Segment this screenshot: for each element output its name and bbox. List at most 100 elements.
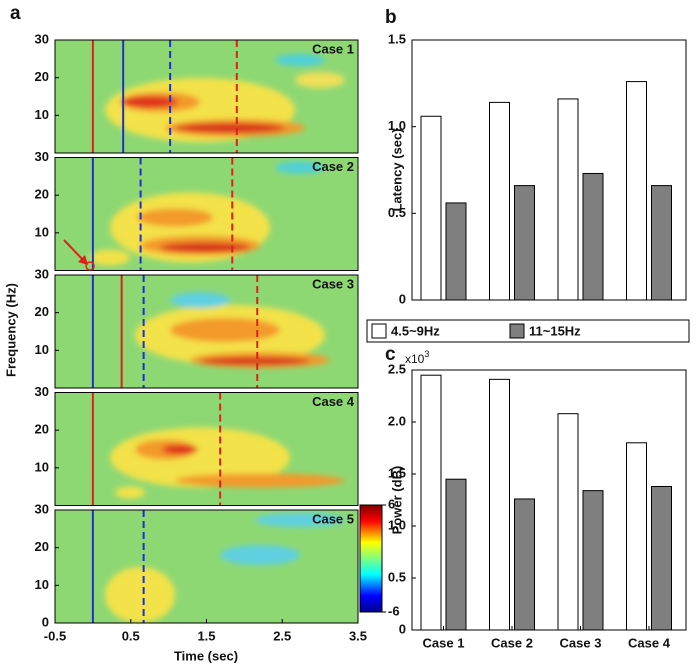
heatmap <box>105 513 345 623</box>
heatmap-blob <box>170 318 280 342</box>
colorbar-tick-label: -6 <box>388 603 400 618</box>
bar <box>445 202 467 301</box>
bar <box>582 172 604 301</box>
heatmap-blob <box>175 123 285 133</box>
heatmap <box>90 161 325 266</box>
y-tick-label: 0 <box>399 621 406 636</box>
bar <box>445 478 467 631</box>
heatmap-blob <box>175 473 345 488</box>
bar <box>651 485 672 631</box>
y-tick-label: 0 <box>399 291 406 306</box>
y-tick-label: 20 <box>35 304 49 319</box>
x-tick-label: 0.5 <box>122 628 140 643</box>
y-tick-label: 0.5 <box>388 569 406 584</box>
annotation-circle <box>85 261 95 271</box>
heatmap-blob <box>122 96 178 108</box>
y-axis-label: Frequency (Hz) <box>3 283 18 377</box>
x-tick-label: Case 3 <box>560 635 602 650</box>
multiplier-exponent: 3 <box>424 349 429 359</box>
panel-title: Case 2 <box>312 159 354 174</box>
panel-frame <box>54 274 359 389</box>
annotation-arrow <box>63 239 85 262</box>
panel-title: Case 3 <box>312 276 354 291</box>
x-axis-label: Time (sec) <box>174 648 238 663</box>
bar <box>489 378 510 631</box>
heatmap-blob <box>220 545 300 565</box>
y-tick-label: 10 <box>35 107 49 122</box>
y-tick-label: 1.0 <box>388 118 406 133</box>
colorbar-tick-label: 6 <box>388 496 395 511</box>
y-tick-label: 2.5 <box>388 361 406 376</box>
heatmap-blob <box>90 249 130 266</box>
bar <box>626 81 647 301</box>
panel-label: b <box>385 7 397 28</box>
heatmap-blob <box>170 292 230 308</box>
y-tick-label: 2.0 <box>388 413 406 428</box>
bar <box>582 490 604 631</box>
heatmap-blob <box>115 486 145 499</box>
annotation-arrowhead <box>78 255 88 265</box>
heatmap-blob <box>105 567 175 623</box>
heatmap-blob <box>200 357 310 365</box>
x-tick-label: Case 4 <box>628 635 671 650</box>
y-tick-label: 10 <box>35 342 49 357</box>
spectrogram-area <box>55 40 358 623</box>
colorbar <box>359 504 383 613</box>
x-tick-label: Case 2 <box>491 635 533 650</box>
y-tick-label: 30 <box>35 266 49 281</box>
panel-title: Case 5 <box>312 511 354 526</box>
y-tick-label: 10 <box>35 459 49 474</box>
heatmap-blob <box>275 54 325 66</box>
legend-box <box>366 319 690 343</box>
y-tick-label: 0.5 <box>388 205 406 220</box>
x-tick-label: 3.5 <box>349 628 367 643</box>
bar <box>557 98 579 301</box>
x-tick-label: 2.5 <box>273 628 291 643</box>
panel-frame <box>54 39 359 154</box>
x-tick-label: -0.5 <box>44 628 66 643</box>
legend-swatch <box>371 323 387 339</box>
y-tick-label: 1.0 <box>388 517 406 532</box>
y-axis-label: Power (dB) <box>389 466 404 535</box>
y-tick-label: 10 <box>35 577 49 592</box>
y-tick-label: 0 <box>42 614 49 629</box>
plot-frame <box>411 369 687 631</box>
heatmap-blob <box>162 444 198 455</box>
bar <box>514 498 535 631</box>
bar <box>557 413 579 631</box>
x-tick-label: Case 1 <box>423 635 465 650</box>
y-tick-label: 20 <box>35 539 49 554</box>
panel-title: Case 1 <box>312 41 354 56</box>
heatmap-blob <box>160 242 250 253</box>
y-tick-label: 1.5 <box>388 31 406 46</box>
legend-swatch <box>509 323 525 339</box>
y-tick-label: 30 <box>35 384 49 399</box>
y-tick-label: 30 <box>35 31 49 46</box>
y-tick-label: 30 <box>35 501 49 516</box>
bar <box>420 374 442 631</box>
heatmap-blob <box>137 208 213 227</box>
axis-multiplier: x103 <box>405 349 429 366</box>
bar <box>626 442 647 631</box>
y-tick-label: 10 <box>35 224 49 239</box>
y-axis-label: Latency (sec) <box>389 128 404 211</box>
panel-frame <box>54 392 359 506</box>
heatmap-blob <box>275 161 325 174</box>
plot-frame <box>411 39 687 301</box>
panel-label: c <box>385 344 396 365</box>
y-tick-label: 1.5 <box>388 465 406 480</box>
panel-frame <box>54 157 359 271</box>
bar <box>489 101 510 301</box>
y-tick-label: 30 <box>35 149 49 164</box>
x-tick-label: 1.5 <box>197 628 215 643</box>
heatmap <box>135 292 330 368</box>
multiplier-base: x10 <box>405 352 425 366</box>
legend-label: 11~15Hz <box>529 323 581 338</box>
bar <box>514 185 535 301</box>
bar <box>420 115 442 301</box>
heatmap-background <box>55 510 358 623</box>
panel-title: Case 4 <box>312 394 355 409</box>
heatmap-blob <box>255 513 345 527</box>
heatmap-blob <box>295 72 345 88</box>
